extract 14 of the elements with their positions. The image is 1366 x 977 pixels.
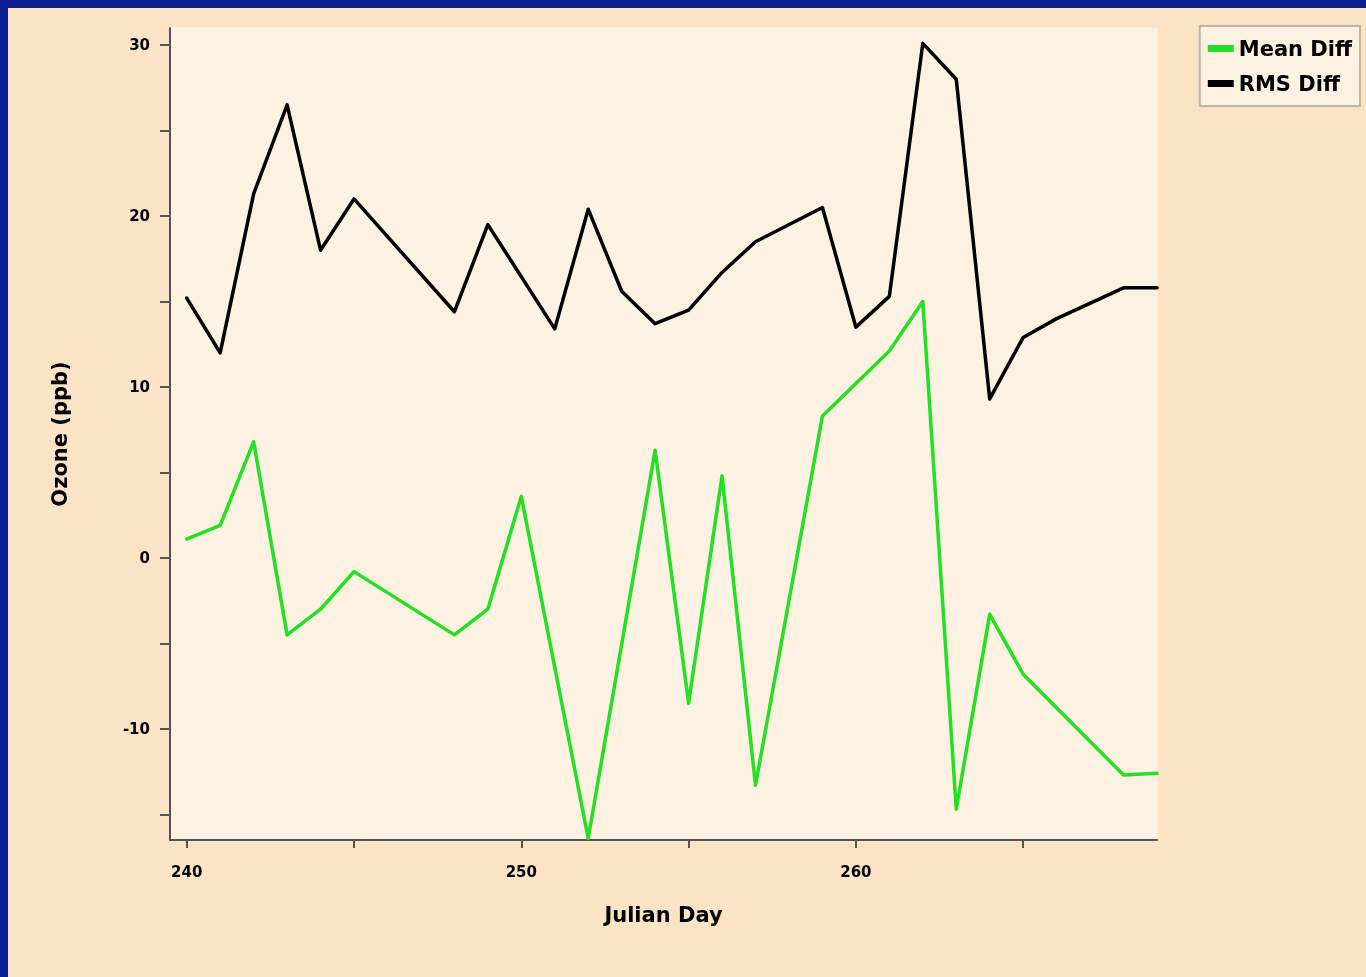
- x-axis-title: Julian Day: [602, 902, 723, 927]
- y-tick-label: 10: [129, 377, 150, 396]
- y-axis-title: Ozone (ppb): [47, 361, 72, 507]
- y-tick-label: 30: [129, 36, 150, 55]
- y-tick-label: -10: [122, 719, 150, 738]
- x-tick-label: 260: [840, 862, 872, 881]
- y-tick-label: 20: [129, 207, 150, 226]
- line-series: [184, 299, 1159, 841]
- line-series: [184, 41, 1159, 401]
- y-tick-label: 0: [139, 548, 150, 567]
- legend-label: RMS Diff: [1238, 71, 1341, 96]
- x-tick-label: 240: [171, 862, 203, 881]
- x-tick-label: 250: [505, 862, 537, 881]
- legend-label: Mean Diff: [1238, 36, 1353, 61]
